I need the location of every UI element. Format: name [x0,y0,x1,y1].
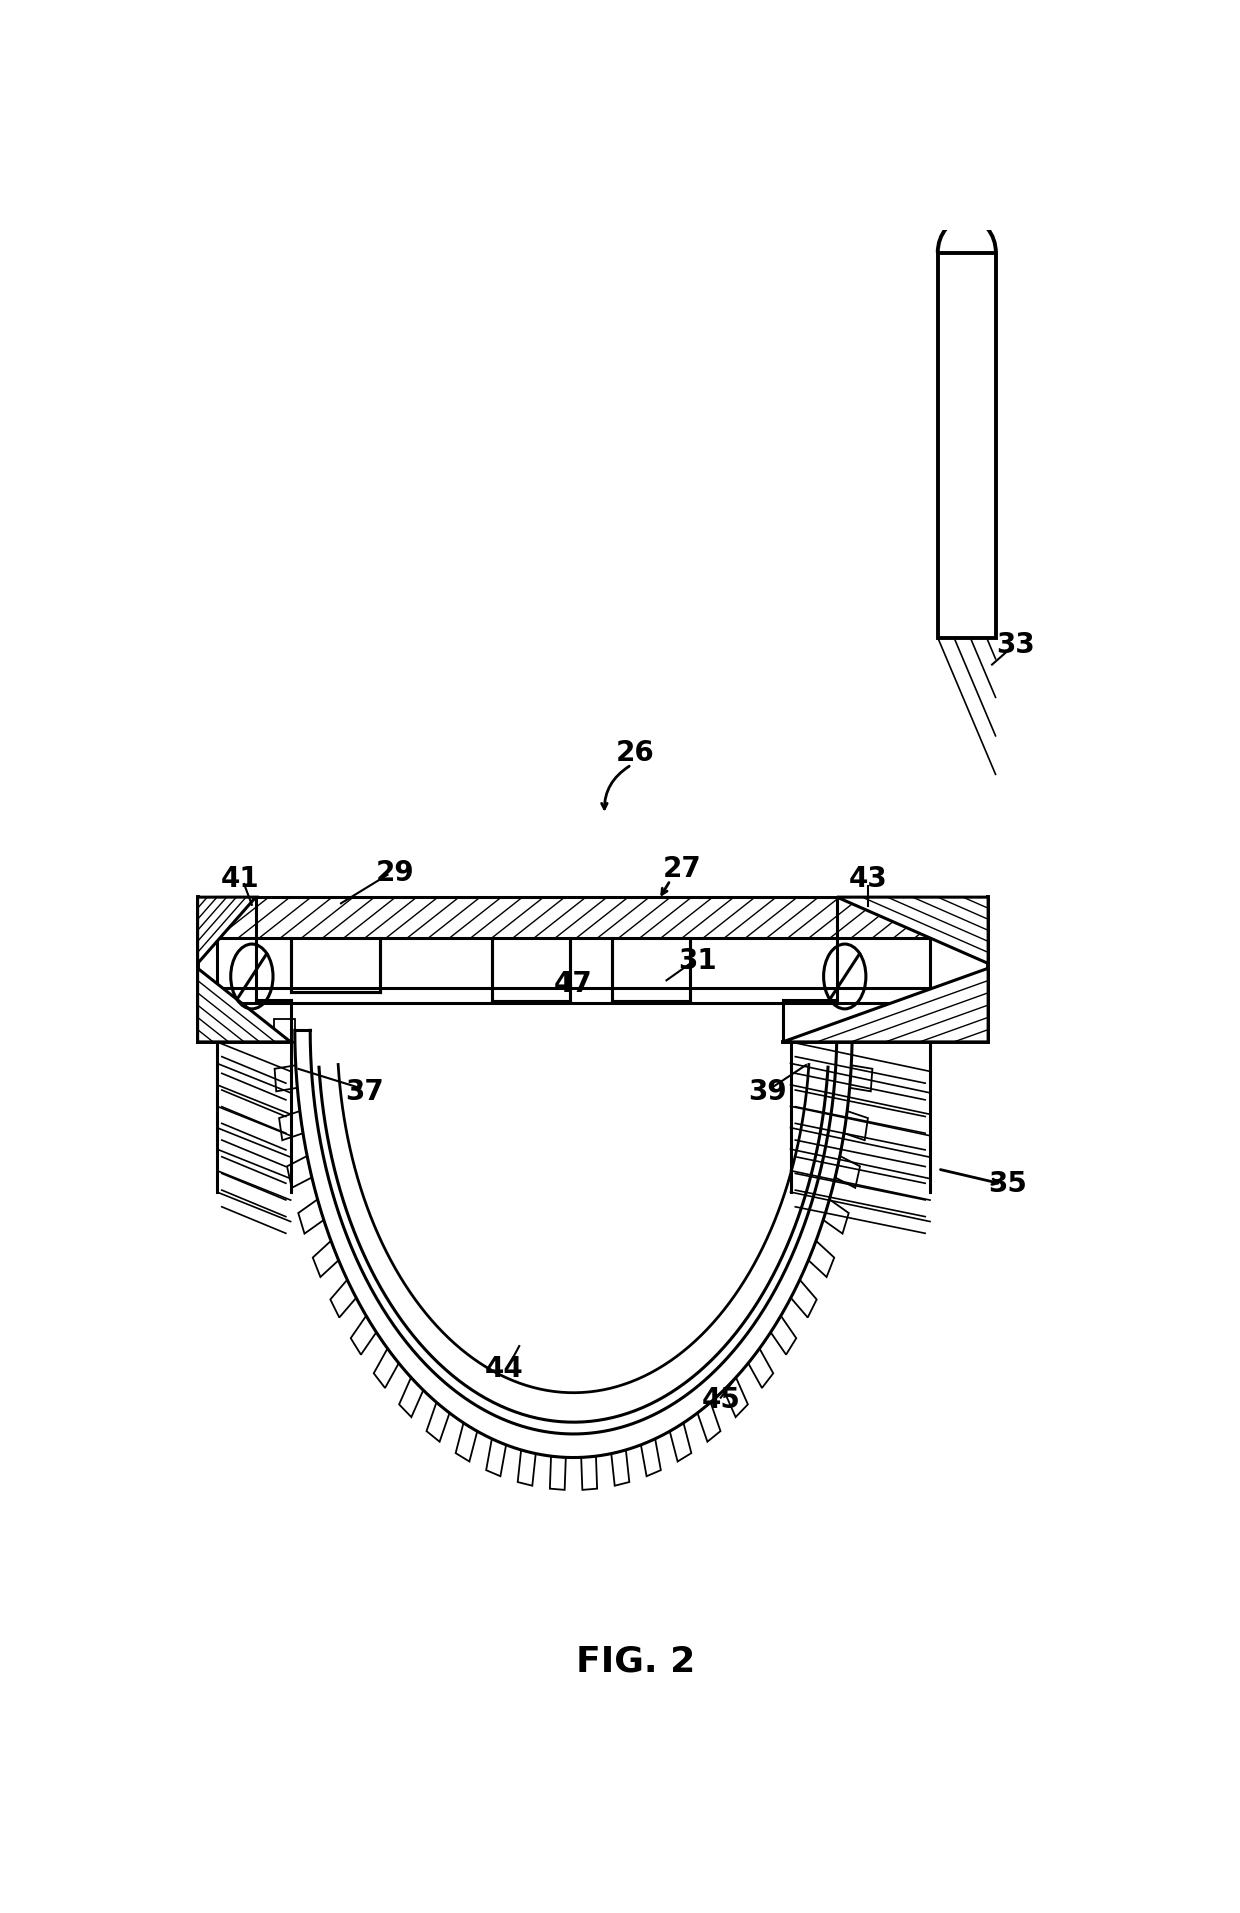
Polygon shape [937,253,996,637]
Polygon shape [217,987,930,1002]
Polygon shape [641,1439,661,1477]
Polygon shape [486,1439,506,1477]
Text: 39: 39 [748,1077,786,1106]
Polygon shape [836,1155,861,1188]
Polygon shape [844,1111,868,1140]
Text: 45: 45 [702,1385,740,1414]
Text: 35: 35 [988,1171,1027,1198]
Polygon shape [611,1450,630,1486]
Polygon shape [197,897,255,964]
Text: 44: 44 [485,1354,523,1383]
Polygon shape [217,897,930,937]
Polygon shape [582,1456,598,1490]
Text: 29: 29 [376,859,414,886]
Polygon shape [312,1242,339,1278]
Polygon shape [197,968,290,1043]
Polygon shape [279,1111,303,1140]
Polygon shape [782,968,988,1043]
Polygon shape [823,1199,848,1234]
Polygon shape [286,1155,311,1188]
Polygon shape [299,1199,324,1234]
Polygon shape [698,1402,720,1442]
Polygon shape [455,1423,477,1462]
Polygon shape [748,1349,774,1389]
Polygon shape [791,1280,817,1318]
Polygon shape [549,1456,565,1490]
Polygon shape [849,1066,873,1090]
Polygon shape [517,1450,536,1486]
Polygon shape [808,1242,835,1278]
Polygon shape [330,1280,356,1318]
Text: 37: 37 [345,1077,383,1106]
Text: 31: 31 [678,947,717,976]
Text: 47: 47 [554,970,593,999]
Polygon shape [852,1020,873,1043]
Text: 41: 41 [221,865,259,893]
Polygon shape [351,1316,376,1354]
Polygon shape [771,1316,796,1354]
Polygon shape [724,1377,748,1418]
Polygon shape [427,1402,449,1442]
Polygon shape [837,897,988,964]
Text: 26: 26 [616,738,655,767]
Polygon shape [274,1020,295,1043]
Text: 33: 33 [996,631,1034,660]
Polygon shape [274,1066,298,1090]
Text: FIG. 2: FIG. 2 [575,1645,696,1680]
Polygon shape [399,1377,423,1418]
Polygon shape [373,1349,399,1389]
Text: 27: 27 [662,855,702,882]
Polygon shape [670,1423,692,1462]
Text: 43: 43 [848,865,888,893]
